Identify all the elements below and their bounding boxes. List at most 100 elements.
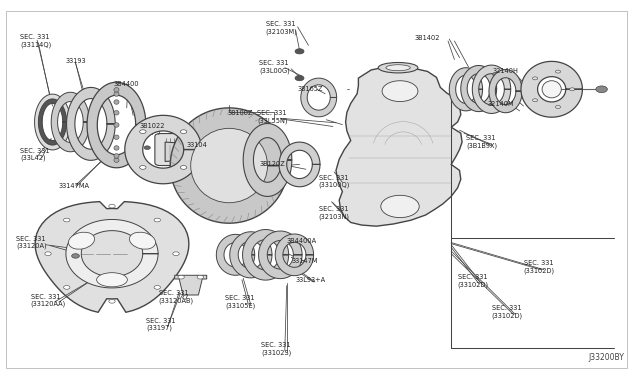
Ellipse shape bbox=[114, 123, 119, 127]
Circle shape bbox=[295, 49, 304, 54]
Ellipse shape bbox=[114, 158, 119, 163]
Polygon shape bbox=[216, 234, 255, 275]
Polygon shape bbox=[489, 70, 522, 113]
Circle shape bbox=[381, 195, 419, 218]
Polygon shape bbox=[66, 219, 158, 288]
Text: SEC. 331
(33L00G): SEC. 331 (33L00G) bbox=[259, 60, 290, 74]
Ellipse shape bbox=[542, 81, 561, 98]
Polygon shape bbox=[230, 232, 272, 278]
Text: SEC. 331
(33105E): SEC. 331 (33105E) bbox=[225, 295, 255, 309]
Text: 38100Z: 38100Z bbox=[227, 110, 253, 116]
Circle shape bbox=[556, 106, 561, 109]
Text: SEC. 331
(32103N): SEC. 331 (32103N) bbox=[319, 206, 349, 219]
Text: J33200BY: J33200BY bbox=[588, 353, 624, 362]
Ellipse shape bbox=[129, 232, 156, 249]
Text: SEC. 331
(33120AA): SEC. 331 (33120AA) bbox=[31, 294, 66, 307]
Polygon shape bbox=[259, 231, 302, 279]
Text: SEC. 331
(33197): SEC. 331 (33197) bbox=[146, 318, 175, 331]
Circle shape bbox=[556, 70, 561, 73]
Text: SEC. 331
(33102D): SEC. 331 (33102D) bbox=[492, 305, 523, 318]
FancyBboxPatch shape bbox=[155, 134, 202, 166]
Text: SEC. 331
(33120A): SEC. 331 (33120A) bbox=[16, 236, 47, 249]
Text: 33147M: 33147M bbox=[291, 258, 317, 264]
Circle shape bbox=[140, 130, 146, 134]
Polygon shape bbox=[51, 92, 90, 152]
Circle shape bbox=[154, 218, 161, 222]
Circle shape bbox=[63, 218, 70, 222]
Circle shape bbox=[178, 275, 184, 279]
Text: SEC. 331
(33L55N): SEC. 331 (33L55N) bbox=[257, 110, 288, 124]
Circle shape bbox=[532, 77, 538, 80]
Text: 33L93+A: 33L93+A bbox=[296, 277, 326, 283]
Polygon shape bbox=[35, 94, 70, 150]
Text: SEC. 331
(32103M): SEC. 331 (32103M) bbox=[266, 21, 298, 35]
Text: SEC. 331
(33114Q): SEC. 331 (33114Q) bbox=[20, 34, 52, 48]
Circle shape bbox=[109, 204, 115, 208]
Polygon shape bbox=[449, 68, 483, 111]
Text: 32140M: 32140M bbox=[488, 101, 515, 107]
Circle shape bbox=[45, 252, 51, 256]
Ellipse shape bbox=[114, 87, 119, 92]
Circle shape bbox=[154, 286, 161, 289]
Circle shape bbox=[63, 286, 70, 289]
Text: SEC. 331
(33120AB): SEC. 331 (33120AB) bbox=[159, 290, 194, 304]
Ellipse shape bbox=[97, 273, 127, 287]
Text: 33193: 33193 bbox=[65, 58, 86, 64]
Text: 33147MA: 33147MA bbox=[59, 183, 90, 189]
Ellipse shape bbox=[114, 154, 119, 158]
Text: SEC. 331
(33102S): SEC. 331 (33102S) bbox=[261, 342, 291, 356]
Text: 3B1402: 3B1402 bbox=[415, 35, 440, 41]
Text: SEC. 331
(33100Q): SEC. 331 (33100Q) bbox=[319, 175, 350, 188]
Text: 32140H: 32140H bbox=[493, 68, 518, 74]
Text: SEC. 331
(33L42): SEC. 331 (33L42) bbox=[20, 148, 50, 161]
Text: 3B1022: 3B1022 bbox=[140, 124, 165, 129]
Polygon shape bbox=[87, 82, 146, 168]
Circle shape bbox=[140, 166, 146, 169]
Polygon shape bbox=[461, 65, 497, 112]
Text: 33104: 33104 bbox=[187, 142, 208, 148]
Polygon shape bbox=[279, 142, 320, 187]
Circle shape bbox=[532, 99, 538, 102]
Ellipse shape bbox=[386, 65, 410, 71]
Text: SEC. 331
(33102D): SEC. 331 (33102D) bbox=[524, 260, 555, 274]
Ellipse shape bbox=[114, 110, 119, 115]
Circle shape bbox=[109, 299, 115, 303]
Circle shape bbox=[596, 86, 607, 93]
Text: 3B4400A: 3B4400A bbox=[287, 238, 317, 244]
Ellipse shape bbox=[191, 128, 268, 203]
Circle shape bbox=[180, 166, 187, 169]
Circle shape bbox=[382, 81, 418, 102]
Polygon shape bbox=[301, 78, 337, 117]
Polygon shape bbox=[35, 202, 189, 312]
Ellipse shape bbox=[378, 62, 418, 73]
Circle shape bbox=[72, 254, 79, 258]
Ellipse shape bbox=[114, 92, 119, 96]
Ellipse shape bbox=[114, 146, 119, 150]
Polygon shape bbox=[67, 87, 115, 160]
Polygon shape bbox=[37, 97, 68, 147]
Text: SEC. 331
(33102D): SEC. 331 (33102D) bbox=[458, 274, 489, 288]
Polygon shape bbox=[243, 230, 289, 280]
Circle shape bbox=[173, 252, 179, 256]
Polygon shape bbox=[125, 115, 202, 184]
Text: 38165Z: 38165Z bbox=[298, 86, 323, 92]
Ellipse shape bbox=[114, 100, 119, 104]
Polygon shape bbox=[165, 130, 288, 172]
Circle shape bbox=[295, 76, 304, 81]
Circle shape bbox=[197, 275, 204, 279]
Polygon shape bbox=[170, 108, 288, 223]
Polygon shape bbox=[521, 61, 582, 117]
Text: SEC. 331
(3B1B9X): SEC. 331 (3B1B9X) bbox=[466, 135, 497, 149]
Polygon shape bbox=[243, 124, 292, 196]
Polygon shape bbox=[275, 234, 314, 276]
Polygon shape bbox=[175, 275, 207, 295]
Polygon shape bbox=[336, 66, 462, 226]
Text: 3B120Z: 3B120Z bbox=[259, 161, 285, 167]
Polygon shape bbox=[472, 65, 511, 113]
Circle shape bbox=[180, 130, 187, 134]
Ellipse shape bbox=[114, 135, 119, 140]
Circle shape bbox=[144, 146, 150, 150]
Circle shape bbox=[570, 88, 575, 91]
Ellipse shape bbox=[68, 232, 95, 249]
Text: 3B4400: 3B4400 bbox=[114, 81, 140, 87]
